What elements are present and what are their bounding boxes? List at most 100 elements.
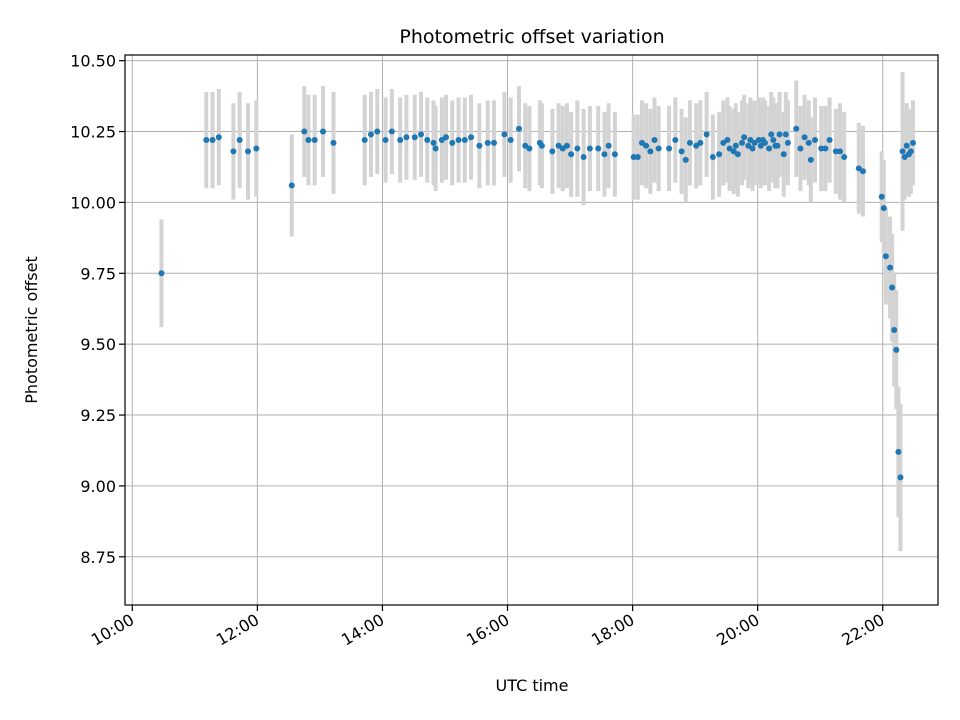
data-point: [903, 142, 910, 149]
data-point: [749, 145, 756, 152]
data-point: [549, 148, 556, 155]
data-point: [305, 137, 312, 144]
data-point: [818, 145, 825, 152]
data-point: [780, 151, 787, 158]
data-point: [468, 134, 475, 141]
y-tick-label: 10.50: [70, 52, 116, 71]
data-point: [768, 131, 775, 138]
data-point: [388, 128, 395, 135]
y-tick-label: 9.25: [80, 406, 116, 425]
data-point: [601, 151, 608, 158]
y-axis-title: Photometric offset: [22, 256, 41, 404]
data-point: [776, 131, 783, 138]
data-point: [761, 139, 768, 146]
data-point: [311, 137, 318, 144]
data-point: [655, 145, 662, 152]
data-point: [878, 193, 885, 200]
data-point: [449, 139, 456, 146]
data-point: [424, 137, 431, 144]
data-point: [889, 284, 896, 291]
y-axis-ticks: 8.75 9.00 9.25 9.50 9.75 10.00 10.25 10.50: [70, 52, 125, 567]
data-point: [734, 151, 741, 158]
data-point: [403, 134, 410, 141]
data-point: [784, 139, 791, 146]
data-point: [288, 182, 295, 189]
data-point: [774, 142, 781, 149]
data-point: [643, 142, 650, 149]
data-point: [770, 137, 777, 144]
data-point: [822, 145, 829, 152]
data-point: [443, 134, 450, 141]
chart-title: Photometric offset variation: [399, 26, 664, 48]
data-point: [891, 327, 898, 333]
data-point: [605, 142, 612, 149]
data-points: [158, 125, 916, 481]
data-point: [666, 145, 673, 152]
data-point: [203, 137, 210, 144]
data-point: [837, 148, 844, 155]
y-tick-label: 9.00: [80, 477, 116, 496]
data-point: [882, 253, 889, 260]
data-point: [841, 154, 848, 161]
data-point: [826, 137, 833, 144]
data-point: [859, 168, 866, 175]
data-point: [367, 131, 374, 138]
data-point: [630, 154, 637, 161]
data-point: [574, 145, 581, 152]
data-point: [484, 139, 491, 146]
data-point: [515, 125, 522, 132]
data-point: [382, 137, 389, 144]
data-point: [215, 134, 222, 141]
data-point: [909, 139, 916, 146]
data-point: [801, 134, 808, 141]
data-point: [732, 142, 739, 149]
data-point: [568, 151, 575, 158]
data-point: [526, 145, 533, 152]
data-point: [716, 151, 723, 158]
data-point: [686, 139, 693, 146]
data-point: [782, 131, 789, 138]
data-point: [461, 137, 468, 144]
data-point: [476, 142, 483, 149]
data-point: [647, 148, 654, 155]
data-point: [880, 205, 887, 212]
y-tick-label: 10.00: [70, 193, 116, 212]
data-point: [899, 148, 906, 155]
data-point: [490, 139, 497, 146]
data-point: [580, 154, 587, 161]
data-point: [418, 131, 425, 138]
data-point: [501, 131, 508, 138]
data-point: [672, 137, 679, 144]
data-point: [244, 148, 251, 155]
data-point: [320, 128, 327, 135]
data-point: [411, 134, 418, 141]
data-point: [897, 474, 904, 481]
data-point: [651, 137, 658, 144]
data-point: [330, 139, 337, 146]
data-point: [678, 148, 685, 155]
data-point: [230, 148, 237, 155]
y-tick-label: 9.50: [80, 335, 116, 354]
data-point: [236, 137, 243, 144]
data-point: [611, 151, 618, 158]
data-point: [634, 154, 641, 161]
grid: [125, 55, 938, 605]
data-point: [793, 125, 800, 132]
data-point: [812, 137, 819, 144]
data-point: [397, 137, 404, 144]
data-point: [755, 137, 762, 144]
data-point: [805, 139, 812, 146]
data-point: [209, 137, 216, 144]
data-point: [595, 145, 602, 152]
data-point: [361, 137, 368, 144]
x-axis-title: UTC time: [496, 676, 569, 695]
data-point: [158, 270, 165, 277]
data-point: [432, 145, 439, 152]
data-point: [301, 128, 308, 135]
data-point: [455, 137, 462, 144]
y-tick-label: 9.75: [80, 264, 116, 283]
data-point: [895, 448, 902, 455]
data-point: [253, 145, 260, 152]
data-point: [766, 145, 773, 152]
